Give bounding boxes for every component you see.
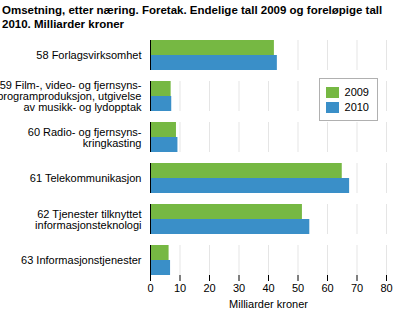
svg-text:Milliarder kroner: Milliarder kroner	[229, 298, 308, 310]
svg-text:80: 80	[380, 282, 392, 294]
svg-text:61 Telekommunikasjon: 61 Telekommunikasjon	[30, 172, 142, 184]
svg-text:40: 40	[262, 282, 274, 294]
svg-text:30: 30	[233, 282, 245, 294]
svg-text:0: 0	[147, 282, 153, 294]
svg-text:62 Tjenester tilknyttetinforma: 62 Tjenester tilknyttetinformasjonstekno…	[35, 208, 141, 231]
svg-text:63 Informasjonstjenester: 63 Informasjonstjenester	[21, 254, 142, 266]
svg-text:10: 10	[174, 282, 186, 294]
html-text:2010: 2010	[344, 101, 369, 113]
svg-text:20: 20	[203, 282, 215, 294]
svg-text:60 Radio- og fjernsyns-kringka: 60 Radio- og fjernsyns-kringkasting	[28, 126, 142, 149]
svg-text:70: 70	[351, 282, 363, 294]
svg-text:50: 50	[292, 282, 304, 294]
svg-text:60: 60	[321, 282, 333, 294]
svg-text:59 Film-, video- og fjernsyns-: 59 Film-, video- og fjernsyns-programpro…	[0, 79, 142, 113]
html-text:2009: 2009	[344, 86, 369, 98]
svg-text:58 Forlagsvirksomhet: 58 Forlagsvirksomhet	[36, 49, 141, 61]
html-text:Omsetning, etter næring. Foret: Omsetning, etter næring. Foretak. Endeli…	[2, 4, 383, 30]
